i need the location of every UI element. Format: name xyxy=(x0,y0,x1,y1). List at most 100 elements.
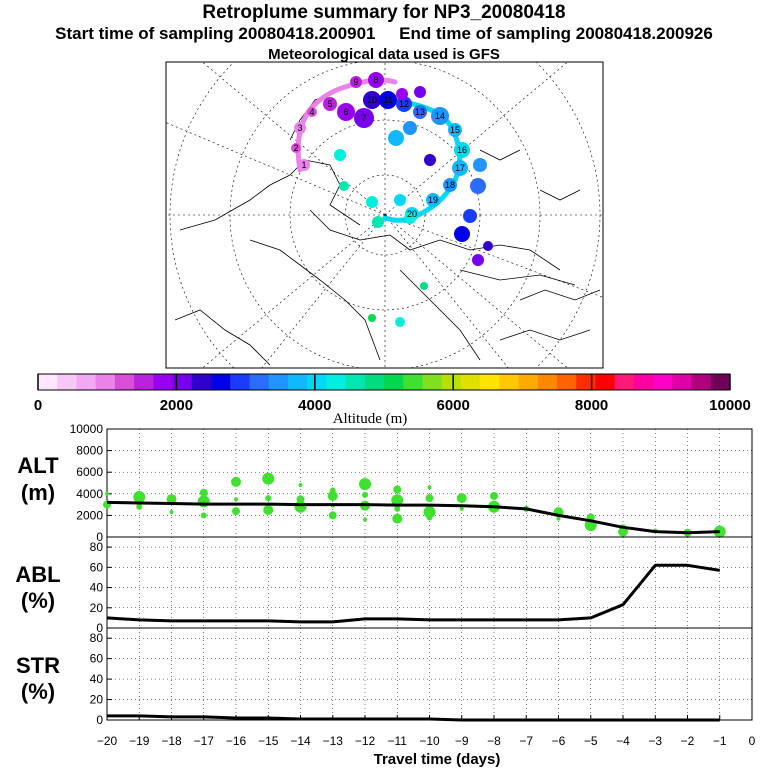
altitude-scatter-point xyxy=(327,490,338,501)
plume-marker xyxy=(426,193,440,207)
x-tick-label: −5 xyxy=(584,734,598,748)
altitude-scatter-point xyxy=(456,493,467,504)
colorbar-tick-label: 6000 xyxy=(437,397,470,414)
altitude-scatter-point xyxy=(136,503,143,510)
plume-marker xyxy=(396,96,412,112)
y-tick-label: 10000 xyxy=(70,422,104,436)
x-tick-label: −4 xyxy=(616,734,630,748)
colorbar-swatch xyxy=(422,374,443,390)
colorbar-swatch xyxy=(537,374,558,390)
altitude-scatter-point xyxy=(262,472,275,485)
plume-day-label: 17 xyxy=(455,163,465,173)
altitude-scatter-point xyxy=(265,495,272,502)
plume-day-label: 16 xyxy=(457,145,467,155)
plume-day-label: 11 xyxy=(383,95,392,105)
altitude-scatter-point xyxy=(391,494,404,507)
plume-marker xyxy=(472,254,484,266)
altitude-scatter-point xyxy=(200,512,207,519)
altitude-scatter-point xyxy=(298,483,303,488)
x-tick-label: −12 xyxy=(355,734,376,748)
altitude-scatter-point xyxy=(393,485,402,494)
plume-day-label: 1 xyxy=(301,160,306,170)
y-tick-label: 60 xyxy=(90,560,104,574)
plume-marker xyxy=(394,194,406,206)
x-axis-title: Travel time (days) xyxy=(374,751,501,768)
plume-marker xyxy=(420,282,428,290)
y-tick-label: 0 xyxy=(96,713,103,727)
x-tick-label: −1 xyxy=(713,734,727,748)
plume-marker xyxy=(372,216,384,228)
altitude-scatter-point xyxy=(199,488,208,497)
altitude-scatter-point xyxy=(423,506,436,519)
colorbar-swatch xyxy=(172,374,193,390)
colorbar-swatch xyxy=(249,374,270,390)
altitude-scatter-point xyxy=(234,497,238,502)
colorbar-tick-label: 0 xyxy=(34,397,42,414)
plume-day-label: 15 xyxy=(450,125,460,135)
x-tick-label: −3 xyxy=(648,734,662,748)
x-tick-label: −11 xyxy=(388,734,408,748)
plume-marker xyxy=(463,209,477,223)
panel-row-label: (m) xyxy=(21,480,55,505)
y-tick-label: 0 xyxy=(96,530,103,544)
panel-row-label: STR xyxy=(16,653,60,678)
colorbar-swatch xyxy=(57,374,77,390)
colorbar-swatch xyxy=(230,374,250,390)
colorbar-swatch xyxy=(557,374,577,390)
colorbar-swatch xyxy=(191,374,212,390)
altitude-scatter-point xyxy=(169,510,174,515)
series-line-str xyxy=(107,714,720,722)
plume-day-label: 4 xyxy=(309,107,314,117)
altitude-scatter-point xyxy=(392,513,403,524)
y-tick-label: 80 xyxy=(90,540,104,554)
altitude-scatter-point xyxy=(133,491,146,504)
x-tick-label: 0 xyxy=(749,734,756,748)
plume-marker xyxy=(339,181,349,191)
colorbar-tick-label: 2000 xyxy=(160,397,193,414)
plume-marker xyxy=(337,103,355,121)
plume-day-label: 14 xyxy=(435,111,445,121)
plume-day-label: 10 xyxy=(367,95,377,105)
plume-marker xyxy=(454,226,470,242)
colorbar-swatch xyxy=(38,374,58,390)
x-tick-label: −9 xyxy=(455,734,469,748)
plume-day-label: 9 xyxy=(353,77,358,87)
colorbar-swatch xyxy=(653,374,673,390)
altitude-scatter-point xyxy=(294,500,307,513)
colorbar-tick-label: 4000 xyxy=(298,397,331,414)
plume-marker xyxy=(431,107,449,125)
plume-marker xyxy=(388,130,404,146)
altitude-scatter-point xyxy=(556,516,561,521)
plume-day-label: 5 xyxy=(327,99,332,109)
plume-marker xyxy=(470,178,486,194)
y-tick-label: 40 xyxy=(90,581,104,595)
x-axis: −20 −19 −18 −17 −16 −15 −14 −13 −12 −11 −10 −9 −8 −7−… xyxy=(97,715,756,748)
panel-frame xyxy=(106,627,753,721)
plume-marker xyxy=(323,97,337,111)
x-tick-label: −20 xyxy=(97,734,118,748)
y-tick-label: 80 xyxy=(90,631,104,645)
x-tick-label: −10 xyxy=(419,734,440,748)
plume-marker xyxy=(448,123,462,137)
colorbar-swatch xyxy=(134,374,154,390)
altitude-scatter-point xyxy=(263,505,274,515)
altitude-scatter-point xyxy=(426,514,433,521)
plume-day-label: 18 xyxy=(445,180,455,190)
plume-day-label: 20 xyxy=(407,209,417,219)
y-tick-label: 0 xyxy=(96,621,103,635)
plume-marker xyxy=(443,178,457,192)
plume-marker xyxy=(396,88,408,100)
altitude-colorbar xyxy=(37,373,731,391)
plume-marker xyxy=(473,158,487,172)
colorbar-swatch xyxy=(384,374,404,390)
colorbar-swatch xyxy=(211,374,231,390)
plume-marker xyxy=(413,105,427,119)
x-tick-label: −7 xyxy=(519,734,533,748)
colorbar-swatch xyxy=(403,374,423,390)
colorbar-swatch xyxy=(268,374,289,390)
y-tick-label: 4000 xyxy=(76,487,103,501)
chart-title: Retroplume summary for NP3_20080418 xyxy=(202,2,566,23)
plume-marker xyxy=(395,317,405,327)
altitude-scatter-point xyxy=(328,511,337,520)
